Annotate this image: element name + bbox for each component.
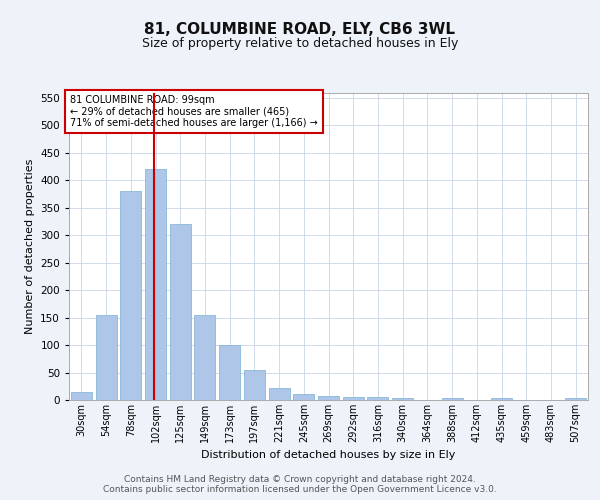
Text: Contains HM Land Registry data © Crown copyright and database right 2024.
Contai: Contains HM Land Registry data © Crown c… xyxy=(103,474,497,494)
Bar xyxy=(170,224,191,400)
Bar xyxy=(145,170,166,400)
Bar xyxy=(120,192,141,400)
Bar xyxy=(565,398,586,400)
Bar xyxy=(343,398,364,400)
Bar xyxy=(318,396,339,400)
Bar xyxy=(244,370,265,400)
Bar xyxy=(71,392,92,400)
X-axis label: Distribution of detached houses by size in Ely: Distribution of detached houses by size … xyxy=(202,450,455,460)
Bar xyxy=(293,394,314,400)
Text: Size of property relative to detached houses in Ely: Size of property relative to detached ho… xyxy=(142,38,458,51)
Bar xyxy=(269,388,290,400)
Text: 81 COLUMBINE ROAD: 99sqm
← 29% of detached houses are smaller (465)
71% of semi-: 81 COLUMBINE ROAD: 99sqm ← 29% of detach… xyxy=(70,95,318,128)
Text: 81, COLUMBINE ROAD, ELY, CB6 3WL: 81, COLUMBINE ROAD, ELY, CB6 3WL xyxy=(145,22,455,38)
Y-axis label: Number of detached properties: Number of detached properties xyxy=(25,158,35,334)
Bar xyxy=(367,398,388,400)
Bar xyxy=(392,398,413,400)
Bar xyxy=(194,315,215,400)
Bar xyxy=(95,315,116,400)
Bar xyxy=(442,398,463,400)
Bar xyxy=(219,345,240,400)
Bar xyxy=(491,398,512,400)
